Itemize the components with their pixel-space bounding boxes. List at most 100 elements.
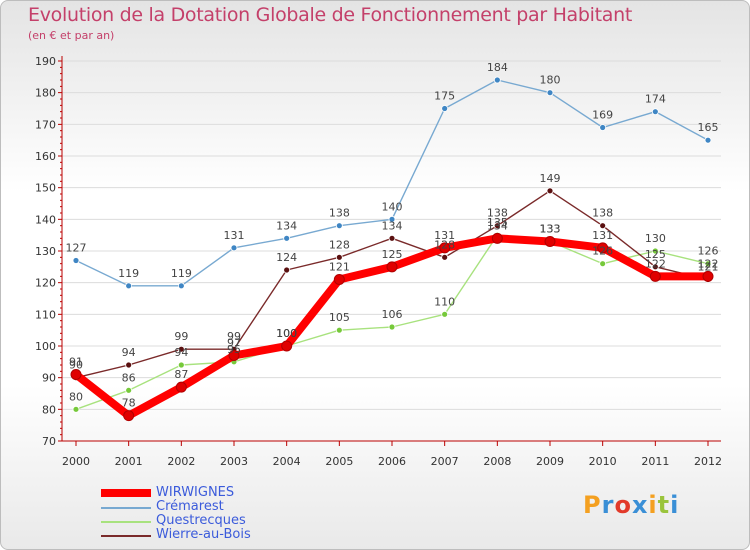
data-point-cr-marest	[599, 124, 607, 131]
logo-letter: i	[670, 491, 680, 519]
data-point-questrecques	[651, 247, 659, 255]
data-label-cr-marest: 131	[224, 229, 245, 242]
data-label-wirwignes: 122	[698, 257, 719, 270]
data-point-wierre-au-bois	[335, 253, 343, 261]
x-tick-label: 2005	[325, 455, 353, 468]
data-point-cr-marest	[546, 89, 554, 97]
logo-letter: P	[583, 491, 602, 519]
data-label-cr-marest: 138	[329, 207, 350, 220]
y-tick-label: 190	[35, 55, 56, 68]
data-point-wierre-au-bois	[388, 234, 396, 242]
chart-title: Evolution de la Dotation Globale de Fonc…	[28, 4, 633, 26]
data-label-wirwignes: 100	[276, 327, 297, 340]
y-tick-label: 110	[35, 308, 56, 321]
data-point-wirwignes	[597, 242, 609, 254]
data-point-wirwignes	[491, 232, 503, 244]
series-line-questrecques	[75, 234, 709, 411]
data-point-wierre-au-bois	[546, 187, 554, 195]
data-label-cr-marest: 134	[276, 219, 297, 232]
data-point-wierre-au-bois	[283, 266, 291, 274]
data-point-wirwignes	[439, 242, 451, 254]
data-label-cr-marest: 175	[434, 90, 455, 103]
data-label-cr-marest: 180	[540, 74, 561, 87]
legend-label-wierre-au-bois: Wierre-au-Bois	[156, 527, 251, 542]
data-label-wierre-au-bois: 149	[540, 172, 561, 185]
data-label-wierre-au-bois: 99	[174, 330, 188, 343]
data-point-wirwignes	[228, 350, 240, 361]
x-tick-label: 2001	[115, 455, 143, 468]
legend-swatch-wierre-au-bois	[101, 535, 151, 537]
data-point-cr-marest	[230, 244, 238, 252]
data-label-questrecques: 130	[645, 232, 666, 245]
legend-item-wirwignes: WIRWIGNES	[101, 486, 321, 500]
data-point-cr-marest	[493, 76, 501, 84]
y-tick-label: 160	[35, 150, 56, 163]
data-label-wierre-au-bois: 124	[276, 251, 297, 264]
x-tick-label: 2004	[273, 455, 301, 468]
data-label-cr-marest: 119	[118, 267, 139, 280]
data-point-wierre-au-bois	[493, 222, 501, 230]
chart-subtitle: (en € et par an)	[28, 29, 115, 42]
data-label-wirwignes: 91	[69, 356, 83, 369]
legend-label-wirwignes: WIRWIGNES	[156, 485, 235, 500]
data-label-cr-marest: 184	[487, 61, 508, 74]
legend-label-questrecques: Questrecques	[156, 513, 246, 528]
data-point-wirwignes	[70, 369, 82, 380]
data-point-questrecques	[599, 260, 607, 268]
data-label-wirwignes: 97	[227, 337, 241, 350]
data-point-wirwignes	[702, 270, 714, 282]
y-tick-label: 90	[42, 372, 56, 385]
data-label-cr-marest: 165	[698, 121, 719, 134]
x-tick-label: 2007	[431, 455, 459, 468]
x-tick-label: 2002	[167, 455, 195, 468]
x-tick-label: 2008	[483, 455, 511, 468]
data-point-wierre-au-bois	[177, 345, 185, 353]
data-point-wirwignes	[386, 261, 398, 273]
data-point-questrecques	[335, 326, 343, 334]
data-label-questrecques: 105	[329, 311, 350, 324]
legend-item-cremarest: Crémarest	[101, 500, 321, 514]
data-point-wierre-au-bois	[651, 263, 659, 271]
y-tick-label: 140	[35, 213, 56, 226]
y-tick-label: 100	[35, 340, 56, 353]
data-point-wirwignes	[281, 340, 293, 352]
data-label-cr-marest: 127	[66, 242, 87, 255]
data-point-cr-marest	[72, 257, 80, 264]
data-label-wirwignes: 133	[540, 223, 561, 236]
data-label-wirwignes: 122	[645, 257, 666, 270]
data-point-wirwignes	[649, 270, 661, 282]
data-label-questrecques: 135	[487, 216, 508, 229]
data-label-wierre-au-bois: 128	[329, 238, 350, 251]
data-label-wirwignes: 134	[487, 219, 508, 232]
legend-swatch-questrecques	[101, 521, 151, 523]
data-label-questrecques: 126	[592, 245, 613, 258]
y-tick-label: 130	[35, 245, 56, 258]
y-tick-label: 70	[42, 435, 56, 448]
data-point-cr-marest	[177, 282, 185, 290]
data-point-wirwignes	[333, 274, 345, 285]
legend-swatch-cremarest	[101, 507, 151, 509]
data-label-wierre-au-bois: 94	[122, 346, 136, 359]
data-point-cr-marest	[704, 136, 712, 144]
data-point-questrecques	[125, 386, 133, 394]
data-point-wierre-au-bois	[125, 361, 133, 369]
data-point-cr-marest	[388, 215, 396, 223]
data-label-cr-marest: 174	[645, 93, 666, 106]
data-label-wirwignes: 87	[174, 368, 188, 381]
data-point-questrecques	[72, 405, 80, 413]
data-point-wierre-au-bois	[599, 222, 607, 230]
data-point-cr-marest	[283, 234, 291, 242]
data-point-questrecques	[441, 310, 449, 318]
data-label-cr-marest: 119	[171, 267, 192, 280]
data-point-questrecques	[704, 260, 712, 268]
legend-item-questrecques: Questrecques	[101, 514, 321, 528]
x-tick-label: 2003	[220, 455, 248, 468]
legend-item-wierre-au-bois: Wierre-au-Bois	[101, 528, 321, 542]
data-label-wirwignes: 78	[122, 397, 136, 410]
data-label-wierre-au-bois: 138	[592, 207, 613, 220]
data-label-wierre-au-bois: 138	[487, 207, 508, 220]
logo-letter: i	[648, 491, 658, 519]
data-point-wirwignes	[544, 236, 556, 247]
logo-letter: x	[631, 491, 649, 519]
